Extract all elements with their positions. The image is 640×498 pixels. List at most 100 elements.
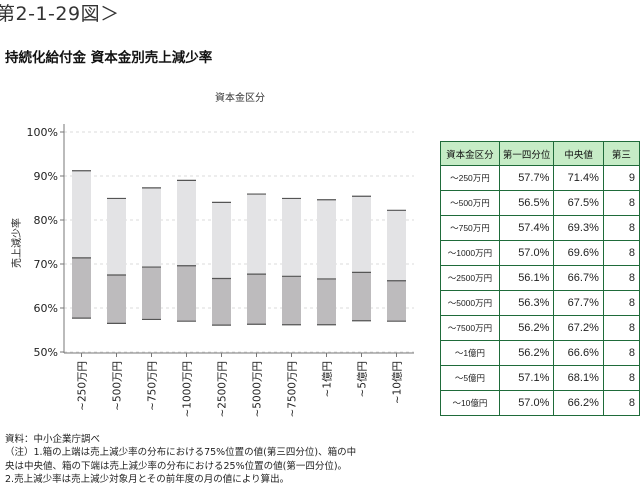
table-cell: 8 [603,216,639,240]
x-tick-label: ~500万円 [112,361,124,411]
table-cell: 66.2% [554,391,603,415]
x-axis-ticks: ~250万円 ~500万円 ~750万円 ~1000万円 ~2500万円 ~5000万円 ~… [77,353,404,418]
quartile-table: 資本金区分 第一四分位 中央値 第三 ～250万円 57.7% 71.4% 9 ～50… [440,141,640,416]
table-row: ～7500万円 56.2% 67.2% 8 [441,316,639,340]
x-tick-label: ~250万円 [77,361,89,411]
table-cell: ～5億円 [441,366,499,390]
source-notes: 資料：中小企業庁調べ （注）1.箱の上端は売上減少率の分布における75%位置の値… [5,433,356,487]
table-row: ～750万円 57.4% 69.3% 8 [441,216,639,240]
table-cell: ～250万円 [441,166,499,190]
box-lower-2 [142,267,161,320]
table-cell: 8 [603,341,639,365]
gridlines [64,131,414,353]
table-header: 資本金区分 [441,142,499,165]
table-cell: 57.1% [499,366,554,390]
box-lower-0 [72,257,91,319]
table-cell: 8 [603,391,639,415]
figure-title: 持続化給付金 資本金別売上減少率 [5,50,213,66]
y-tick-label: 100% [27,126,58,139]
table-cell: 69.6% [554,241,603,265]
table-header: 第三 [603,142,639,165]
table-cell: 8 [603,191,639,215]
box-upper-0 [72,170,91,258]
x-tick-label: ~5億円 [356,361,369,397]
box-lower-6 [282,276,301,325]
box-upper-4 [212,202,231,279]
chart-title: 資本金区分 [215,91,265,104]
y-tick-label: 70% [34,258,58,271]
table-cell: 56.1% [499,266,554,290]
x-tick-label: ~750万円 [147,361,159,411]
box-upper-5 [247,194,266,275]
y-axis-ticks: 50% 60% 70% 80% 90% 100% [27,126,64,359]
table-cell: 69.3% [554,216,603,240]
box-upper-1 [107,198,126,275]
box-lower-8 [352,272,371,321]
table-cell: 8 [603,241,639,265]
box-lower-7 [317,278,336,325]
table-cell: 56.3% [499,291,554,315]
table-row: ～250万円 57.7% 71.4% 9 [441,166,639,190]
y-tick-label: 90% [34,170,58,183]
y-tick-label: 80% [34,214,58,227]
table-cell: 57.0% [499,391,554,415]
boxes [72,170,406,326]
table-row: ～5億円 57.1% 68.1% 8 [441,366,639,390]
table-header: 第一四分位 [499,142,554,165]
table-cell: 66.7% [554,266,603,290]
table-cell: 57.7% [499,166,554,190]
box-lower-3 [177,265,196,322]
box-lower-9 [387,280,406,322]
table-cell: ～5000万円 [441,291,499,315]
box-upper-3 [177,180,196,266]
table-cell: 71.4% [554,166,603,190]
y-tick-label: 50% [34,346,58,359]
box-lower-1 [107,275,126,324]
table-cell: 67.7% [554,291,603,315]
table-cell: 8 [603,366,639,390]
table-row: ～2500万円 56.1% 66.7% 8 [441,266,639,290]
note-line: 央は中央値、箱の下端は売上減少率の分布における25%位置の値(第一四分位)。 [5,460,348,472]
x-tick-label: ~7500万円 [287,361,299,418]
table-cell: 8 [603,291,639,315]
table-cell: 56.5% [499,191,554,215]
table-cell: 9 [603,166,639,190]
table-cell: 66.6% [554,341,603,365]
box-plot-chart: 資本金区分 売上減少率 50% 60% 70% 80% 90% 100% ~250万円 ~5… [10,91,414,418]
box-lower-5 [247,274,266,325]
table-cell: ～1000万円 [441,241,499,265]
table-row: ～1000万円 57.0% 69.6% 8 [441,241,639,265]
table-cell: 8 [603,266,639,290]
table-header-row: 資本金区分 第一四分位 中央値 第三 [441,142,639,165]
table-header: 中央値 [554,142,603,165]
table-cell: ～10億円 [441,391,499,415]
x-tick-label: ~1億円 [321,361,334,397]
x-tick-label: ~10億円 [391,361,404,404]
x-tick-label: ~2500万円 [217,361,229,418]
table-cell: 8 [603,316,639,340]
table-row: ～5000万円 56.3% 67.7% 8 [441,291,639,315]
note-line: （注）1.箱の上端は売上減少率の分布における75%位置の値(第三四分位)、箱の中 [5,447,357,459]
table-cell: 68.1% [554,366,603,390]
table-cell: 56.2% [499,341,554,365]
table-cell: ～1億円 [441,341,499,365]
table-cell: ～500万円 [441,191,499,215]
table-cell: ～750万円 [441,216,499,240]
table-row: ～500万円 56.5% 67.5% 8 [441,191,639,215]
table-cell: 57.0% [499,241,554,265]
box-upper-8 [352,196,371,273]
table-row: ～10億円 57.0% 66.2% 8 [441,391,639,415]
table-cell: ～2500万円 [441,266,499,290]
table-cell: 67.2% [554,316,603,340]
table-row: ～1億円 56.2% 66.6% 8 [441,341,639,365]
note-line: 資料：中小企業庁調べ [5,434,101,445]
table-cell: ～7500万円 [441,316,499,340]
box-upper-6 [282,198,301,277]
table-cell: 57.4% [499,216,554,240]
box-upper-7 [317,199,336,279]
note-line: 2.売上減少率は売上減少対象月とその前年度の月の値により算出。 [5,474,290,486]
box-upper-9 [387,210,406,281]
box-lower-4 [212,278,231,326]
x-tick-label: ~1000万円 [182,361,194,418]
box-upper-2 [142,187,161,268]
